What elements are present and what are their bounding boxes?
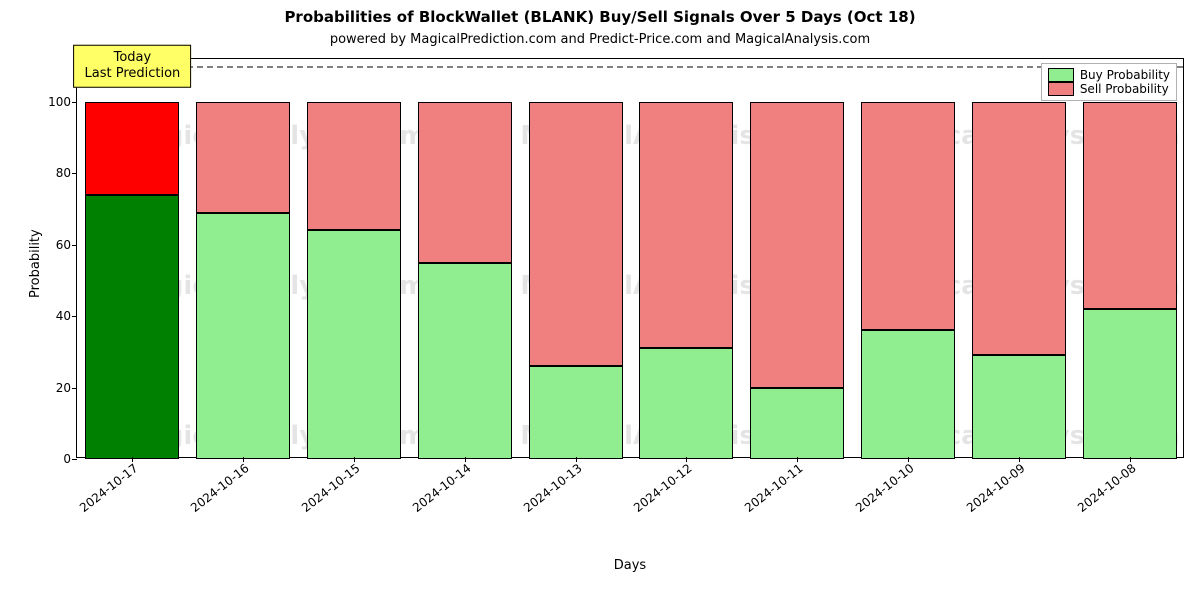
bar-buy [861,330,955,459]
bar-sell [418,102,512,263]
bar-buy [972,355,1066,459]
figure: Probabilities of BlockWallet (BLANK) Buy… [0,0,1200,600]
bar-sell [1083,102,1177,309]
x-axis-label: Days [76,558,1184,573]
bar-sell [529,102,623,366]
bar-buy [307,230,401,459]
y-tick-mark [72,316,77,317]
today-annotation-line2: Last Prediction [84,66,180,82]
y-tick-mark [72,459,77,460]
bar-buy [196,213,290,459]
bar-sell [750,102,844,388]
x-tick-label: 2024-10-09 [964,461,1028,515]
bar-buy [750,388,844,459]
bar-sell [85,102,179,195]
x-tick-label: 2024-10-13 [521,461,585,515]
y-axis-label: Probability [28,229,43,298]
legend-swatch [1048,68,1074,82]
x-tick-label: 2024-10-16 [188,461,252,515]
bar-sell [861,102,955,331]
bar-sell [196,102,290,213]
bar-buy [529,366,623,459]
chart-title: Probabilities of BlockWallet (BLANK) Buy… [0,8,1200,26]
legend-label: Sell Probability [1080,82,1169,96]
x-tick-label: 2024-10-11 [742,461,806,515]
bar-buy [639,348,733,459]
bar-buy [418,263,512,459]
bar-sell [639,102,733,348]
today-annotation-line1: Today [84,50,180,66]
x-tick-label: 2024-10-14 [410,461,474,515]
legend-item: Buy Probability [1048,68,1170,82]
y-tick-mark [72,102,77,103]
legend: Buy ProbabilitySell Probability [1041,63,1177,101]
bar-sell [307,102,401,231]
x-tick-label: 2024-10-08 [1075,461,1139,515]
bar-buy [85,195,179,459]
y-tick-mark [72,173,77,174]
bar-buy [1083,309,1177,459]
reference-line [77,66,1183,68]
x-tick-label: 2024-10-17 [77,461,141,515]
plot-area: 020406080100MagicalAnalysis.comMagicalAn… [76,58,1184,458]
legend-swatch [1048,82,1074,96]
y-tick-mark [72,388,77,389]
y-tick-mark [72,245,77,246]
bar-sell [972,102,1066,356]
legend-label: Buy Probability [1080,68,1170,82]
x-tick-label: 2024-10-12 [631,461,695,515]
x-tick-label: 2024-10-10 [853,461,917,515]
today-annotation: TodayLast Prediction [73,45,191,88]
legend-item: Sell Probability [1048,82,1170,96]
x-tick-label: 2024-10-15 [299,461,363,515]
